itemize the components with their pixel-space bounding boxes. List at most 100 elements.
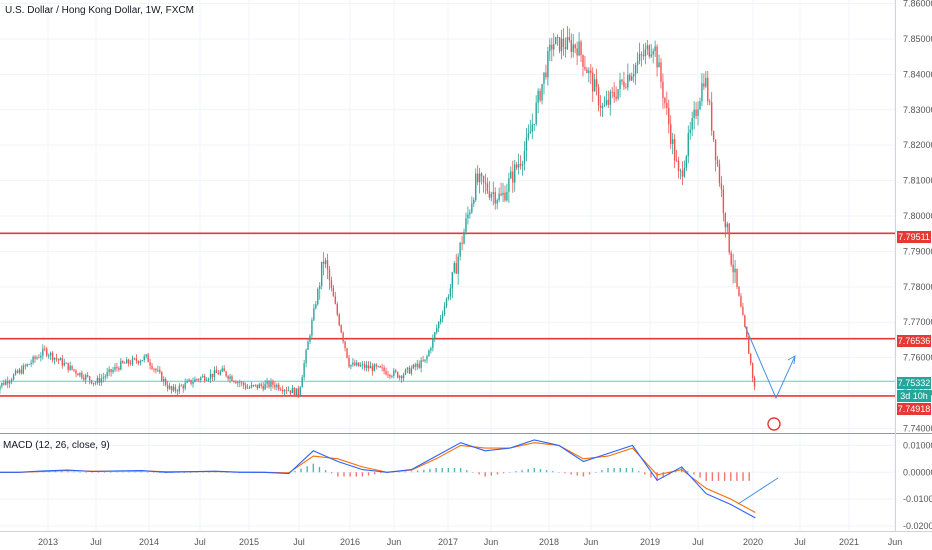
- histogram-bar: [631, 467, 634, 473]
- candle-body: [490, 194, 493, 198]
- time-tick-label: 2018: [539, 537, 559, 547]
- candle-body: [164, 378, 167, 386]
- candle-body: [145, 354, 147, 357]
- candle-body: [168, 386, 171, 389]
- candle-body: [350, 364, 352, 367]
- candle-body: [486, 183, 489, 192]
- candle-body: [348, 357, 350, 367]
- candle-body: [576, 48, 578, 56]
- candle-body: [166, 385, 169, 389]
- candle-body: [44, 348, 46, 350]
- candle-body: [373, 364, 376, 372]
- macd-arrow-drawing: [737, 477, 779, 505]
- candle-body: [631, 76, 633, 81]
- candle-body: [83, 377, 85, 380]
- price-tick-label: 7.78000: [903, 282, 932, 292]
- candle-body: [514, 164, 516, 183]
- candle-body: [496, 200, 498, 204]
- candle-body: [705, 77, 707, 87]
- candle-body: [391, 376, 393, 377]
- candle-body: [529, 131, 532, 134]
- histogram-bar: [331, 472, 333, 474]
- candle-body: [297, 388, 299, 396]
- candle-body: [260, 384, 262, 386]
- candle-body: [574, 44, 576, 49]
- candle-body: [7, 380, 9, 384]
- candle-body: [619, 79, 621, 90]
- candle-body: [640, 54, 643, 56]
- histogram-bar: [607, 467, 609, 473]
- candle-body: [434, 332, 436, 338]
- candle-body: [701, 83, 703, 102]
- candle-body: [229, 376, 231, 379]
- histogram-bar: [509, 472, 511, 473]
- candle-body: [219, 371, 221, 375]
- candle-body: [26, 364, 28, 367]
- candle-body: [143, 356, 145, 361]
- candle-body: [65, 362, 67, 364]
- candle-body: [720, 183, 723, 190]
- candle-body: [8, 381, 11, 384]
- candle-body: [441, 314, 444, 319]
- candle-body: [510, 171, 512, 179]
- candle-body: [320, 261, 323, 286]
- candle-body: [471, 203, 473, 213]
- candle-body: [86, 375, 89, 377]
- candle-body: [268, 381, 270, 387]
- histogram-bar: [67, 471, 69, 473]
- histogram-bar: [478, 472, 480, 475]
- candle-body: [280, 389, 282, 391]
- candle-body: [746, 326, 748, 338]
- price-tick-label: 7.82000: [903, 140, 932, 150]
- candle-body: [658, 62, 660, 68]
- candle-body: [96, 377, 99, 383]
- histogram-bar: [748, 472, 750, 481]
- candle-body: [623, 81, 625, 87]
- histogram-bar: [533, 467, 536, 473]
- candle-body: [375, 364, 377, 367]
- candle-body: [352, 362, 354, 365]
- candle-body: [414, 364, 416, 367]
- candle-body: [88, 376, 91, 381]
- histogram-bar: [404, 471, 407, 473]
- candle-body: [582, 55, 584, 67]
- candle-body: [237, 382, 239, 384]
- histogram-bar: [324, 470, 327, 473]
- candle-body: [549, 44, 551, 52]
- candle-body: [36, 357, 38, 359]
- candle-body: [192, 382, 194, 384]
- candle-body: [379, 365, 381, 368]
- candle-body: [545, 72, 547, 78]
- candle-body: [246, 387, 249, 389]
- histogram-bar: [429, 468, 431, 473]
- candle-body: [586, 69, 588, 74]
- time-tick-label: 2016: [340, 537, 360, 547]
- candle-body: [330, 280, 333, 288]
- candle-body: [262, 385, 264, 390]
- candle-body: [564, 46, 567, 49]
- candle-body: [671, 139, 674, 144]
- candle-body: [734, 268, 736, 273]
- candle-body: [14, 370, 17, 375]
- candle-body: [20, 369, 23, 374]
- candle-body: [506, 191, 508, 201]
- candle-body: [178, 385, 181, 392]
- candle-body: [605, 99, 608, 105]
- candle-body: [617, 89, 619, 99]
- histogram-bar: [398, 471, 400, 473]
- candle-body: [554, 37, 557, 45]
- candle-body: [753, 377, 756, 387]
- candle-body: [601, 105, 604, 108]
- candle-body: [303, 363, 305, 378]
- candle-body: [469, 212, 471, 215]
- histogram-bar: [656, 472, 658, 481]
- histogram-bar: [644, 472, 646, 475]
- candle-body: [250, 385, 253, 388]
- candle-body: [539, 90, 541, 101]
- candle-body: [5, 380, 7, 385]
- candle-body: [670, 124, 672, 144]
- histogram-bar: [558, 472, 560, 473]
- candle-body: [410, 368, 413, 374]
- candle-body: [98, 377, 101, 383]
